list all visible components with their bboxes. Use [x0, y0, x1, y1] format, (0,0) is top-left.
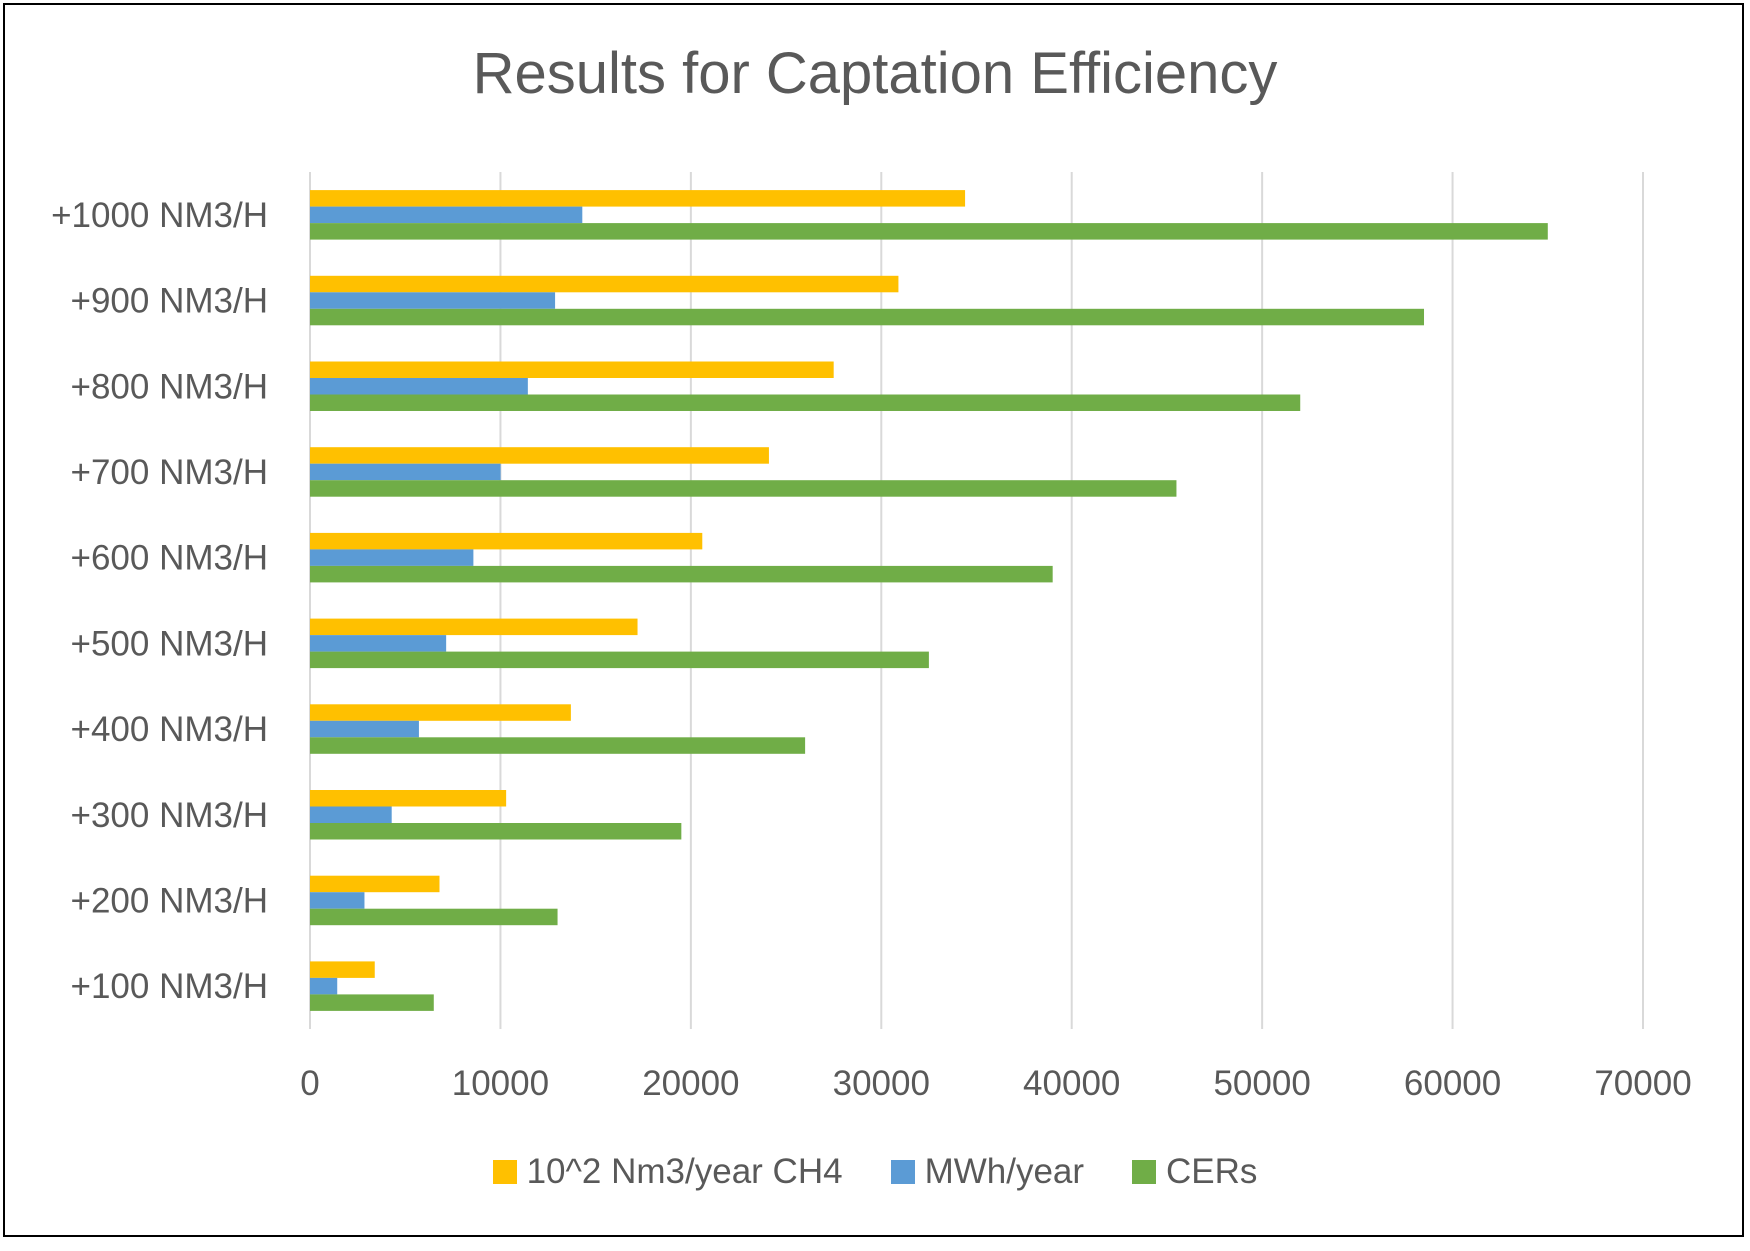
category-label: +800 NM3/H [71, 367, 268, 406]
category-label: +700 NM3/H [71, 453, 268, 492]
chart-title: Results for Captation Efficiency [472, 41, 1278, 106]
legend: 10^2 Nm3/year CH4 MWh/year CERs [0, 1152, 1750, 1192]
x-tick-label: 10000 [452, 1064, 549, 1103]
legend-swatch-ch4 [492, 1160, 517, 1184]
bar [310, 480, 1177, 497]
bar [310, 908, 558, 926]
bar [310, 292, 556, 309]
category-label: +200 NM3/H [71, 881, 268, 920]
bar [310, 618, 638, 636]
x-tick-label: 50000 [1213, 1064, 1310, 1103]
bar [310, 892, 365, 909]
bar [310, 378, 528, 395]
bar [310, 206, 583, 224]
bar [310, 635, 447, 652]
legend-label-ch4: 10^2 Nm3/year CH4 [526, 1152, 843, 1191]
bar [310, 275, 899, 293]
bar [310, 737, 806, 754]
bar [310, 823, 682, 840]
x-tick-labels: 0 10000 20000 30000 40000 50000 60000 70000 [300, 1064, 1691, 1103]
bar [310, 806, 392, 823]
category-labels: +100 NM3/H +200 NM3/H +300 NM3/H +400 NM3/H… [51, 196, 268, 1006]
category-label: +600 NM3/H [71, 539, 268, 578]
x-tick-label: 60000 [1404, 1064, 1501, 1103]
bar [310, 961, 375, 978]
bar [310, 651, 929, 669]
bar [310, 308, 1425, 326]
bar [310, 720, 419, 738]
x-tick-label: 20000 [642, 1064, 739, 1103]
bar [310, 223, 1548, 240]
x-tick-label: 70000 [1594, 1064, 1691, 1103]
bar [310, 977, 338, 995]
x-tick-label: 40000 [1023, 1064, 1120, 1103]
legend-item-mwh: MWh/year [890, 1152, 1085, 1192]
legend-swatch-mwh [890, 1160, 915, 1184]
category-label: +1000 NM3/H [51, 196, 268, 235]
legend-label-cers: CERs [1166, 1152, 1258, 1191]
category-label: +900 NM3/H [71, 282, 268, 321]
legend-item-ch4: 10^2 Nm3/year CH4 [492, 1152, 843, 1192]
legend-swatch-cers [1132, 1160, 1157, 1184]
bar [310, 875, 440, 893]
legend-item-cers: CERs [1132, 1152, 1257, 1192]
bar [310, 565, 1053, 583]
bar [310, 704, 571, 721]
bar [310, 994, 434, 1011]
category-label: +100 NM3/H [71, 967, 268, 1006]
x-tick-label: 30000 [833, 1064, 930, 1103]
bar [310, 447, 769, 464]
bar [310, 463, 501, 481]
x-tick-label: 0 [300, 1064, 319, 1103]
bar [310, 190, 966, 207]
chart-frame [3, 3, 1744, 1237]
bar [310, 394, 1301, 411]
bar [310, 532, 703, 550]
bar [310, 790, 507, 807]
legend-label-mwh: MWh/year [924, 1152, 1085, 1191]
bar [310, 549, 474, 566]
category-label: +500 NM3/H [71, 624, 268, 663]
bars [310, 190, 1548, 1011]
category-label: +300 NM3/H [71, 796, 268, 835]
category-label: +400 NM3/H [71, 710, 268, 749]
bar [310, 361, 834, 378]
